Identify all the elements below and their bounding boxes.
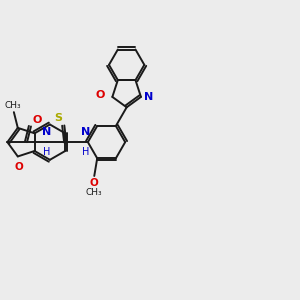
Text: H: H: [82, 147, 90, 157]
Text: N: N: [144, 92, 153, 102]
Text: O: O: [14, 162, 23, 172]
Text: O: O: [95, 90, 104, 100]
Text: CH₃: CH₃: [86, 188, 103, 197]
Text: H: H: [43, 147, 50, 157]
Text: O: O: [90, 178, 99, 188]
Text: N: N: [81, 127, 91, 137]
Text: CH₃: CH₃: [4, 101, 21, 110]
Text: O: O: [33, 116, 42, 125]
Text: N: N: [42, 127, 51, 137]
Text: S: S: [54, 113, 62, 124]
